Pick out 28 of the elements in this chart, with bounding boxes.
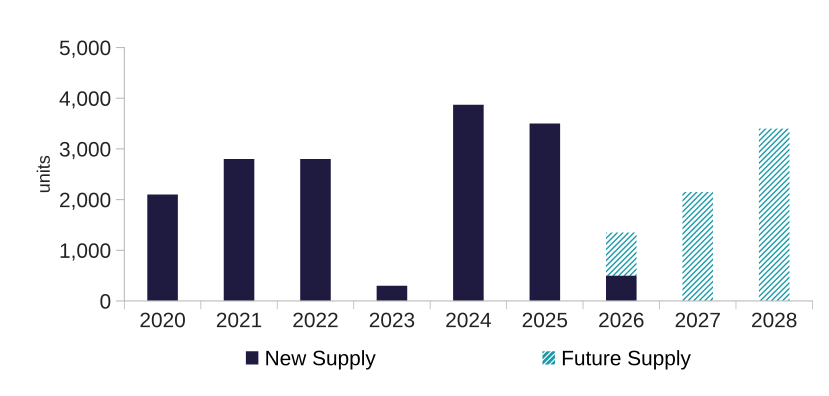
bar xyxy=(682,192,714,301)
y-tick-label: 5,000 xyxy=(60,40,110,58)
x-tick-label: 2021 xyxy=(216,312,262,328)
bar xyxy=(300,159,331,301)
bar xyxy=(147,194,178,301)
y-tick-label: 2,000 xyxy=(60,192,110,210)
bar xyxy=(453,104,484,301)
bar xyxy=(376,286,408,301)
y-tick-label: 3,000 xyxy=(60,142,110,160)
x-tick-label: 2025 xyxy=(522,312,568,328)
x-tick-label: 2020 xyxy=(140,312,185,328)
bar xyxy=(758,128,790,301)
y-tick-label: 1,000 xyxy=(60,243,110,260)
x-tick-label: 2028 xyxy=(752,312,796,328)
x-tick-label: 2022 xyxy=(293,312,338,328)
x-tick-label: 2023 xyxy=(370,312,414,328)
bar xyxy=(224,159,254,301)
bar xyxy=(530,124,560,301)
legend-label: New Supply xyxy=(266,350,376,370)
y-tick-label: 4,000 xyxy=(60,91,110,108)
x-tick-label: 2026 xyxy=(599,312,644,328)
bar xyxy=(606,232,637,276)
text: Future Supply xyxy=(562,350,691,370)
y-tick-label: 0 xyxy=(100,294,110,309)
bar xyxy=(606,276,637,301)
x-tick-label: 2027 xyxy=(676,312,720,328)
x-tick-label: 2024 xyxy=(446,312,491,328)
y-axis-title: units xyxy=(36,156,50,192)
